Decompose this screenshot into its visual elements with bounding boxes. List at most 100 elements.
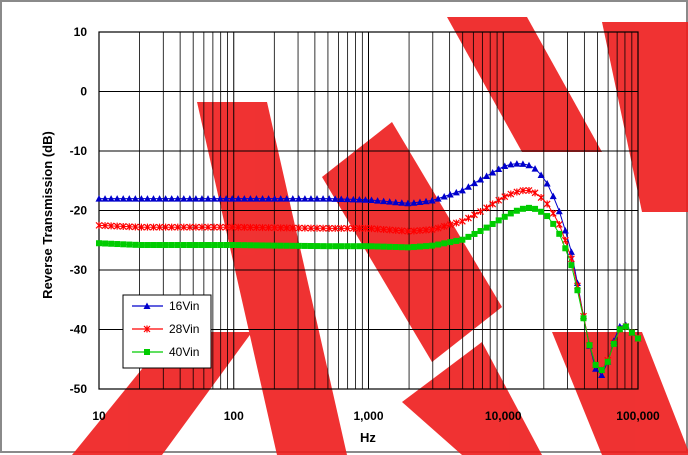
data-point xyxy=(356,243,363,250)
data-point xyxy=(240,223,248,231)
data-point xyxy=(301,195,309,202)
y-tick-label: -30 xyxy=(70,263,88,277)
data-point xyxy=(519,187,527,195)
data-point xyxy=(174,223,182,231)
data-point xyxy=(150,223,157,231)
data-point xyxy=(537,171,545,178)
data-point xyxy=(410,227,418,235)
data-point xyxy=(598,371,606,378)
data-point xyxy=(143,195,151,202)
data-point xyxy=(404,199,412,207)
data-point xyxy=(338,243,345,250)
data-point xyxy=(495,165,503,173)
y-tick-label: -40 xyxy=(70,323,88,337)
data-point xyxy=(562,245,569,252)
data-point xyxy=(168,223,176,231)
x-tick-label: 1,000 xyxy=(353,409,383,423)
data-point xyxy=(513,207,520,214)
data-point xyxy=(555,220,563,228)
data-point xyxy=(95,221,103,229)
data-point xyxy=(101,195,109,202)
data-point xyxy=(216,223,224,231)
data-point xyxy=(374,225,382,233)
data-point xyxy=(580,315,587,322)
data-point xyxy=(374,197,382,204)
data-point xyxy=(531,165,539,172)
data-point xyxy=(380,197,388,205)
data-point xyxy=(410,244,417,251)
data-point xyxy=(126,241,133,248)
data-point xyxy=(362,243,369,250)
data-point xyxy=(507,210,514,217)
data-point xyxy=(222,195,230,202)
data-point xyxy=(525,161,533,169)
data-point xyxy=(216,195,224,202)
data-point xyxy=(113,195,121,202)
data-point xyxy=(446,221,454,229)
data-point xyxy=(543,200,551,208)
data-point xyxy=(592,361,599,368)
data-point xyxy=(544,213,551,220)
data-point xyxy=(271,224,279,232)
data-point xyxy=(246,195,254,202)
data-point xyxy=(314,243,321,250)
data-point xyxy=(422,226,430,234)
data-point xyxy=(119,195,127,202)
data-point xyxy=(283,224,291,232)
data-point xyxy=(392,243,399,250)
data-point xyxy=(192,195,200,202)
data-point xyxy=(362,224,369,232)
legend-marker xyxy=(143,302,151,309)
y-tick-label: 0 xyxy=(80,85,87,99)
data-point xyxy=(501,193,509,201)
data-point xyxy=(501,162,509,170)
data-point xyxy=(307,243,314,250)
legend-label: 40Vin xyxy=(169,345,199,359)
data-point xyxy=(271,242,278,249)
data-point xyxy=(489,220,496,227)
data-point xyxy=(108,240,115,247)
data-point xyxy=(114,241,121,248)
x-tick-labels: 10 100 1,000 10,000 100,000 xyxy=(92,409,660,423)
data-point xyxy=(446,190,454,198)
data-point xyxy=(416,227,424,235)
data-point xyxy=(96,240,102,247)
data-point xyxy=(180,223,188,231)
data-point xyxy=(120,241,127,248)
data-point xyxy=(137,195,145,202)
data-point xyxy=(168,242,175,249)
data-point xyxy=(355,196,363,203)
data-point xyxy=(119,222,127,230)
data-point xyxy=(628,329,635,336)
data-point xyxy=(434,224,442,232)
legend-entry-40Vin: 40Vin xyxy=(132,345,199,359)
data-point xyxy=(453,237,460,244)
watermark-stroke-2 xyxy=(197,102,347,455)
data-point xyxy=(392,226,400,234)
watermark-stroke-3 xyxy=(322,122,502,362)
data-point xyxy=(428,196,436,204)
data-point xyxy=(192,223,200,231)
y-tick-label: 10 xyxy=(74,25,88,39)
data-point xyxy=(532,205,539,212)
x-tick-label: 100,000 xyxy=(616,409,660,423)
data-point xyxy=(483,224,490,231)
data-point xyxy=(277,195,285,202)
data-point xyxy=(458,217,466,225)
data-point xyxy=(204,223,212,231)
data-point xyxy=(192,242,199,249)
data-point xyxy=(440,222,448,230)
data-point xyxy=(295,242,302,249)
data-point xyxy=(210,195,218,202)
data-point xyxy=(137,223,145,231)
data-point xyxy=(501,213,508,220)
data-point xyxy=(549,192,557,200)
data-point xyxy=(489,200,497,208)
data-point xyxy=(325,224,333,232)
data-point xyxy=(471,230,478,237)
data-point xyxy=(107,195,115,202)
data-point xyxy=(332,243,339,250)
data-point xyxy=(156,195,164,202)
data-point xyxy=(513,188,521,196)
